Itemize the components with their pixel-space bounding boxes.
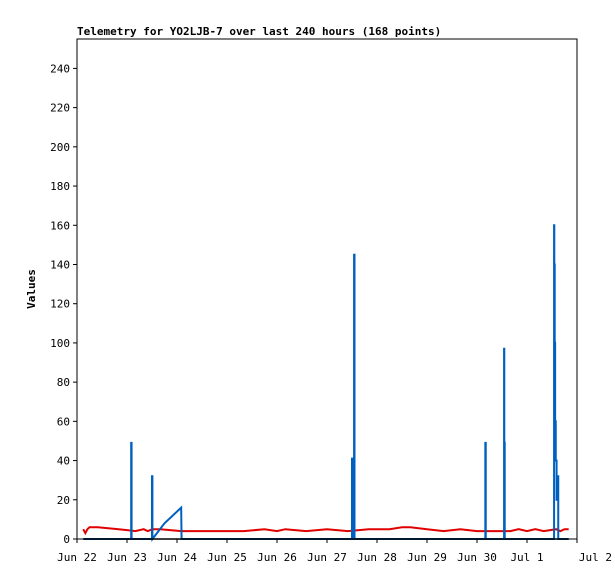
x-tick-label: Jun 28 [357, 551, 397, 564]
y-tick-label: 100 [50, 337, 70, 350]
x-tick-label: Jun 30 [457, 551, 497, 564]
y-tick-label: 20 [57, 494, 70, 507]
x-tick-label: Jun 27 [307, 551, 347, 564]
x-axis-ticks: Jun 22 Jun 23 Jun 24 Jun 25 Jun 26 Jun 27 Jun … [57, 539, 612, 564]
x-tick-label: Jun 25 [207, 551, 247, 564]
y-tick-label: 220 [50, 102, 70, 115]
series-line-1 [82, 526, 569, 536]
x-tick-label: Jun 24 [157, 551, 197, 564]
y-axis-label: Values [25, 269, 38, 309]
y-tick-label: 0 [63, 533, 70, 546]
y-tick-label: 60 [57, 415, 70, 428]
x-tick-label: Jun 23 [107, 551, 147, 564]
y-tick-label: 40 [57, 455, 70, 468]
x-tick-label: Jun 29 [407, 551, 447, 564]
y-tick-label: 120 [50, 298, 70, 311]
x-tick-label: Jul 2 [579, 551, 612, 564]
y-tick-label: 200 [50, 141, 70, 154]
y-tick-label: 240 [50, 62, 70, 75]
chart-title: Telemetry for YO2LJB-7 over last 240 hou… [77, 25, 441, 38]
y-tick-label: 180 [50, 180, 70, 193]
x-tick-label: Jun 22 [57, 551, 97, 564]
x-tick-label: Jul 1 [510, 551, 543, 564]
y-tick-label: 160 [50, 219, 70, 232]
y-axis-ticks: 0 20 40 60 80 100 120 140 160 180 200 220 240 [50, 62, 77, 546]
y-tick-label: 80 [57, 376, 70, 389]
plot-frame [76, 38, 578, 540]
x-tick-label: Jun 26 [257, 551, 297, 564]
y-tick-label: 140 [50, 258, 70, 271]
